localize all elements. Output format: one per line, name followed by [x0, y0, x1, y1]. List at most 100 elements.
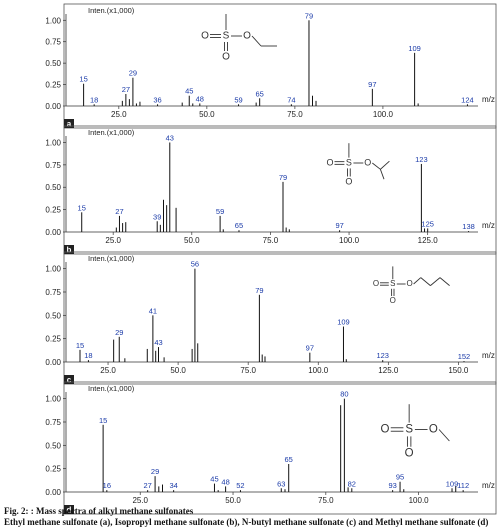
y-tick-label: 0.50 — [45, 311, 61, 320]
x-tick-label: 25.0 — [111, 110, 127, 119]
peak-label: 138 — [462, 222, 475, 231]
peak-label: 39 — [153, 212, 161, 221]
peak-label: 123 — [376, 351, 389, 360]
peak-label: 43 — [166, 133, 174, 142]
caption-description: Ethyl methane sulfonate (a), Isopropyl m… — [4, 517, 489, 527]
peak-label: 36 — [153, 95, 161, 104]
y-tick-label: 0.75 — [45, 161, 61, 170]
caption-title: Fig. 2: : Mass spectra of alkyl methane … — [4, 506, 194, 516]
oxygen-atom: O — [222, 52, 230, 63]
panel-frame — [63, 3, 497, 129]
bond — [251, 35, 262, 47]
peak-label: 97 — [335, 221, 343, 230]
panel-frame — [63, 125, 497, 255]
y-tick-label: 0.00 — [45, 358, 61, 367]
spectrum-panel-d: Inten.(x1,000) 0.00 0.25 0.50 0.75 1.00 25.0 50… — [45, 381, 497, 515]
x-tick-label: 75.0 — [240, 366, 256, 375]
peak-label: 15 — [76, 341, 84, 350]
y-tick-label: 1.00 — [45, 16, 61, 25]
peak-label: 15 — [78, 203, 86, 212]
intensity-header: Inten.(x1,000) — [88, 128, 135, 137]
y-tick-label: 0.50 — [45, 183, 61, 192]
peak-label: 45 — [210, 475, 218, 484]
molecule-structure: O SOO — [326, 143, 390, 186]
x-tick-label: 125.0 — [418, 236, 439, 245]
x-axis-label: m/z — [482, 221, 495, 230]
panel-letter: a — [67, 120, 72, 129]
y-tick-label: 0.25 — [45, 206, 61, 215]
y-tick-label: 1.00 — [45, 265, 61, 274]
peak-label: 112 — [457, 481, 469, 490]
y-tick-label: 0.50 — [45, 441, 61, 450]
oxygen-atom: O — [390, 296, 396, 305]
panel-frame — [63, 381, 497, 515]
oxygen-atom: O — [345, 176, 352, 186]
peak-label: 97 — [306, 344, 314, 353]
x-tick-label: 50.0 — [225, 496, 241, 505]
peak-label: 52 — [236, 481, 244, 490]
peak-label: 43 — [154, 338, 162, 347]
panel-frame — [63, 251, 497, 385]
peak-label: 27 — [122, 85, 130, 94]
panel-letter-box — [64, 505, 74, 514]
x-tick-label: 75.0 — [287, 110, 303, 119]
peak-label: 29 — [151, 467, 159, 476]
peak-label: 48 — [196, 94, 204, 103]
oxygen-atom: O — [381, 424, 390, 436]
peak-label: 27 — [143, 481, 151, 490]
peak-label: 18 — [84, 351, 92, 360]
bond — [379, 169, 385, 180]
peak-label: 59 — [216, 207, 224, 216]
peak-label: 65 — [235, 221, 243, 230]
peak-label: 109 — [408, 44, 421, 53]
peak-label: 45 — [185, 87, 193, 96]
y-tick-label: 0.25 — [45, 465, 61, 474]
intensity-header: Inten.(x1,000) — [88, 254, 135, 263]
y-tick-label: 0.00 — [45, 488, 61, 497]
panel-letter-box — [64, 375, 74, 384]
peak-label: 79 — [279, 173, 287, 182]
peak-label: 15 — [99, 416, 107, 425]
peak-label: 109 — [337, 318, 350, 327]
peak-label: 74 — [287, 95, 295, 104]
peak-label: 34 — [169, 481, 177, 490]
panel-letter-box — [64, 119, 74, 128]
peak-label: 65 — [256, 89, 264, 98]
peak-label: 124 — [461, 95, 474, 104]
x-tick-label: 50.0 — [170, 366, 186, 375]
molecule-structure: O SOO — [381, 404, 450, 460]
peak-label: 41 — [149, 306, 157, 315]
y-tick-label: 0.00 — [45, 228, 61, 237]
molecule-structure: O SOO — [373, 266, 450, 305]
oxygen-atom: O — [405, 448, 414, 460]
sulfur-atom: S — [405, 424, 413, 436]
peak-label: 27 — [115, 207, 123, 216]
peak-label: 95 — [396, 473, 404, 482]
x-axis-label: m/z — [482, 351, 495, 360]
sulfur-atom: S — [346, 157, 352, 167]
y-tick-label: 0.75 — [45, 38, 61, 47]
y-tick-label: 0.00 — [45, 102, 61, 111]
intensity-header: Inten.(x1,000) — [88, 384, 135, 393]
oxygen-atom: O — [429, 424, 438, 436]
y-tick-label: 0.25 — [45, 81, 61, 90]
panel-letter: d — [67, 506, 72, 515]
x-tick-label: 25.0 — [132, 496, 148, 505]
spectrum-panel-c: Inten.(x1,000) 0.00 0.25 0.50 0.75 1.00 25.0 50… — [45, 251, 497, 385]
y-tick-label: 0.25 — [45, 335, 61, 344]
oxygen-atom: O — [243, 31, 251, 42]
peak-label: 15 — [79, 75, 87, 84]
x-axis-label: m/z — [482, 481, 495, 490]
x-axis-label: m/z — [482, 95, 495, 104]
intensity-header: Inten.(x1,000) — [88, 6, 135, 15]
panel-letter: c — [67, 376, 72, 385]
bond — [430, 277, 441, 286]
bond — [413, 277, 422, 285]
oxygen-atom: O — [406, 279, 412, 288]
y-tick-label: 1.00 — [45, 138, 61, 147]
peak-label: 56 — [191, 260, 199, 269]
peak-label: 79 — [255, 286, 263, 295]
peak-label: 125 — [421, 219, 434, 228]
peak-label: 65 — [285, 455, 293, 464]
x-tick-label: 50.0 — [184, 236, 200, 245]
